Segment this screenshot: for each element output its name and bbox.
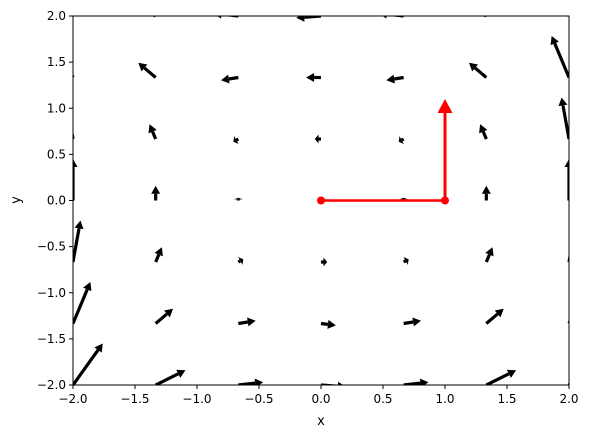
quiver-arrow bbox=[154, 247, 163, 263]
quiver-arrow bbox=[138, 62, 157, 79]
x-tick-label: −1.0 bbox=[182, 392, 211, 406]
quiver-arrow bbox=[402, 256, 409, 265]
quiver-arrow bbox=[321, 257, 328, 267]
y-tick-label: 1.5 bbox=[47, 55, 66, 69]
quiver-arrow bbox=[485, 369, 517, 385]
quiver-arrow bbox=[567, 319, 569, 324]
quiver-arrow bbox=[398, 136, 405, 145]
quiver-arrow bbox=[550, 35, 569, 79]
x-tick-label: 1.0 bbox=[435, 392, 454, 406]
y-tick-label: 0.0 bbox=[47, 194, 66, 208]
quiver-arrow bbox=[73, 343, 103, 385]
quiver-arrow bbox=[233, 136, 240, 145]
y-tick-label: 2.0 bbox=[47, 9, 66, 23]
y-tick-label: 0.5 bbox=[47, 147, 66, 161]
quiver-arrow bbox=[238, 317, 256, 327]
quiver-arrow bbox=[73, 281, 92, 325]
y-tick-label: −0.5 bbox=[37, 240, 66, 254]
quiver-arrow bbox=[152, 16, 156, 18]
x-tick-label: −2.0 bbox=[58, 392, 87, 406]
quiver-arrow bbox=[484, 247, 494, 263]
quiver-arrow bbox=[154, 308, 174, 325]
quiver-arrow bbox=[479, 124, 488, 140]
vector-field bbox=[73, 16, 569, 385]
y-tick-label: −1.5 bbox=[37, 332, 66, 346]
quiver-arrow bbox=[73, 158, 78, 201]
quiver-arrow bbox=[306, 73, 321, 83]
overlay-arrow bbox=[437, 99, 453, 201]
x-tick-label: −0.5 bbox=[244, 392, 273, 406]
red-overlay bbox=[317, 99, 453, 205]
x-tick-label: 0.0 bbox=[311, 392, 330, 406]
quiver-arrow bbox=[386, 74, 404, 84]
quiver-arrow bbox=[468, 62, 488, 79]
quiver-arrow bbox=[482, 16, 487, 18]
quiver-arrow bbox=[320, 319, 336, 329]
x-axis-label: x bbox=[317, 414, 325, 429]
quiver-arrow bbox=[321, 381, 344, 385]
quiver-arrow bbox=[151, 185, 161, 201]
quiver-arrow bbox=[154, 369, 186, 385]
y-axis-label: y bbox=[9, 196, 24, 204]
y-tick-label: −2.0 bbox=[37, 378, 66, 392]
quiver-arrow bbox=[481, 185, 491, 201]
quiver-arrow bbox=[567, 16, 569, 17]
quiver-arrow bbox=[558, 97, 569, 140]
x-tick-label: 0.5 bbox=[373, 392, 392, 406]
y-axis-ticks: −2.0 −1.5 −1.0 −0.5 0.0 0.5 1.0 1.5 2.0 bbox=[37, 9, 73, 392]
quiver-arrow bbox=[148, 124, 158, 140]
x-tick-label: 2.0 bbox=[559, 392, 578, 406]
x-tick-label: 1.5 bbox=[497, 392, 516, 406]
quiver-arrow bbox=[217, 16, 239, 19]
quiver-arrow bbox=[485, 308, 504, 325]
quiver-arrow bbox=[314, 134, 321, 144]
x-tick-label: −1.5 bbox=[120, 392, 149, 406]
x-axis-ticks: −2.0 −1.5 −1.0 −0.5 0.0 0.5 1.0 1.5 2.0 bbox=[58, 385, 579, 406]
y-tick-label: 1.0 bbox=[47, 101, 66, 115]
quiver-arrow bbox=[567, 382, 569, 385]
quiver-arrow bbox=[237, 256, 244, 265]
quiver-arrow bbox=[220, 74, 239, 84]
overlay-point bbox=[317, 196, 325, 205]
quiver-arrow bbox=[564, 158, 569, 201]
quiver-arrow bbox=[233, 197, 243, 201]
quiver-arrow bbox=[567, 252, 569, 263]
quiver-arrow bbox=[403, 317, 422, 327]
quiver-arrow bbox=[382, 16, 404, 19]
y-tick-label: −1.0 bbox=[37, 286, 66, 300]
quiver-arrow bbox=[73, 220, 84, 263]
